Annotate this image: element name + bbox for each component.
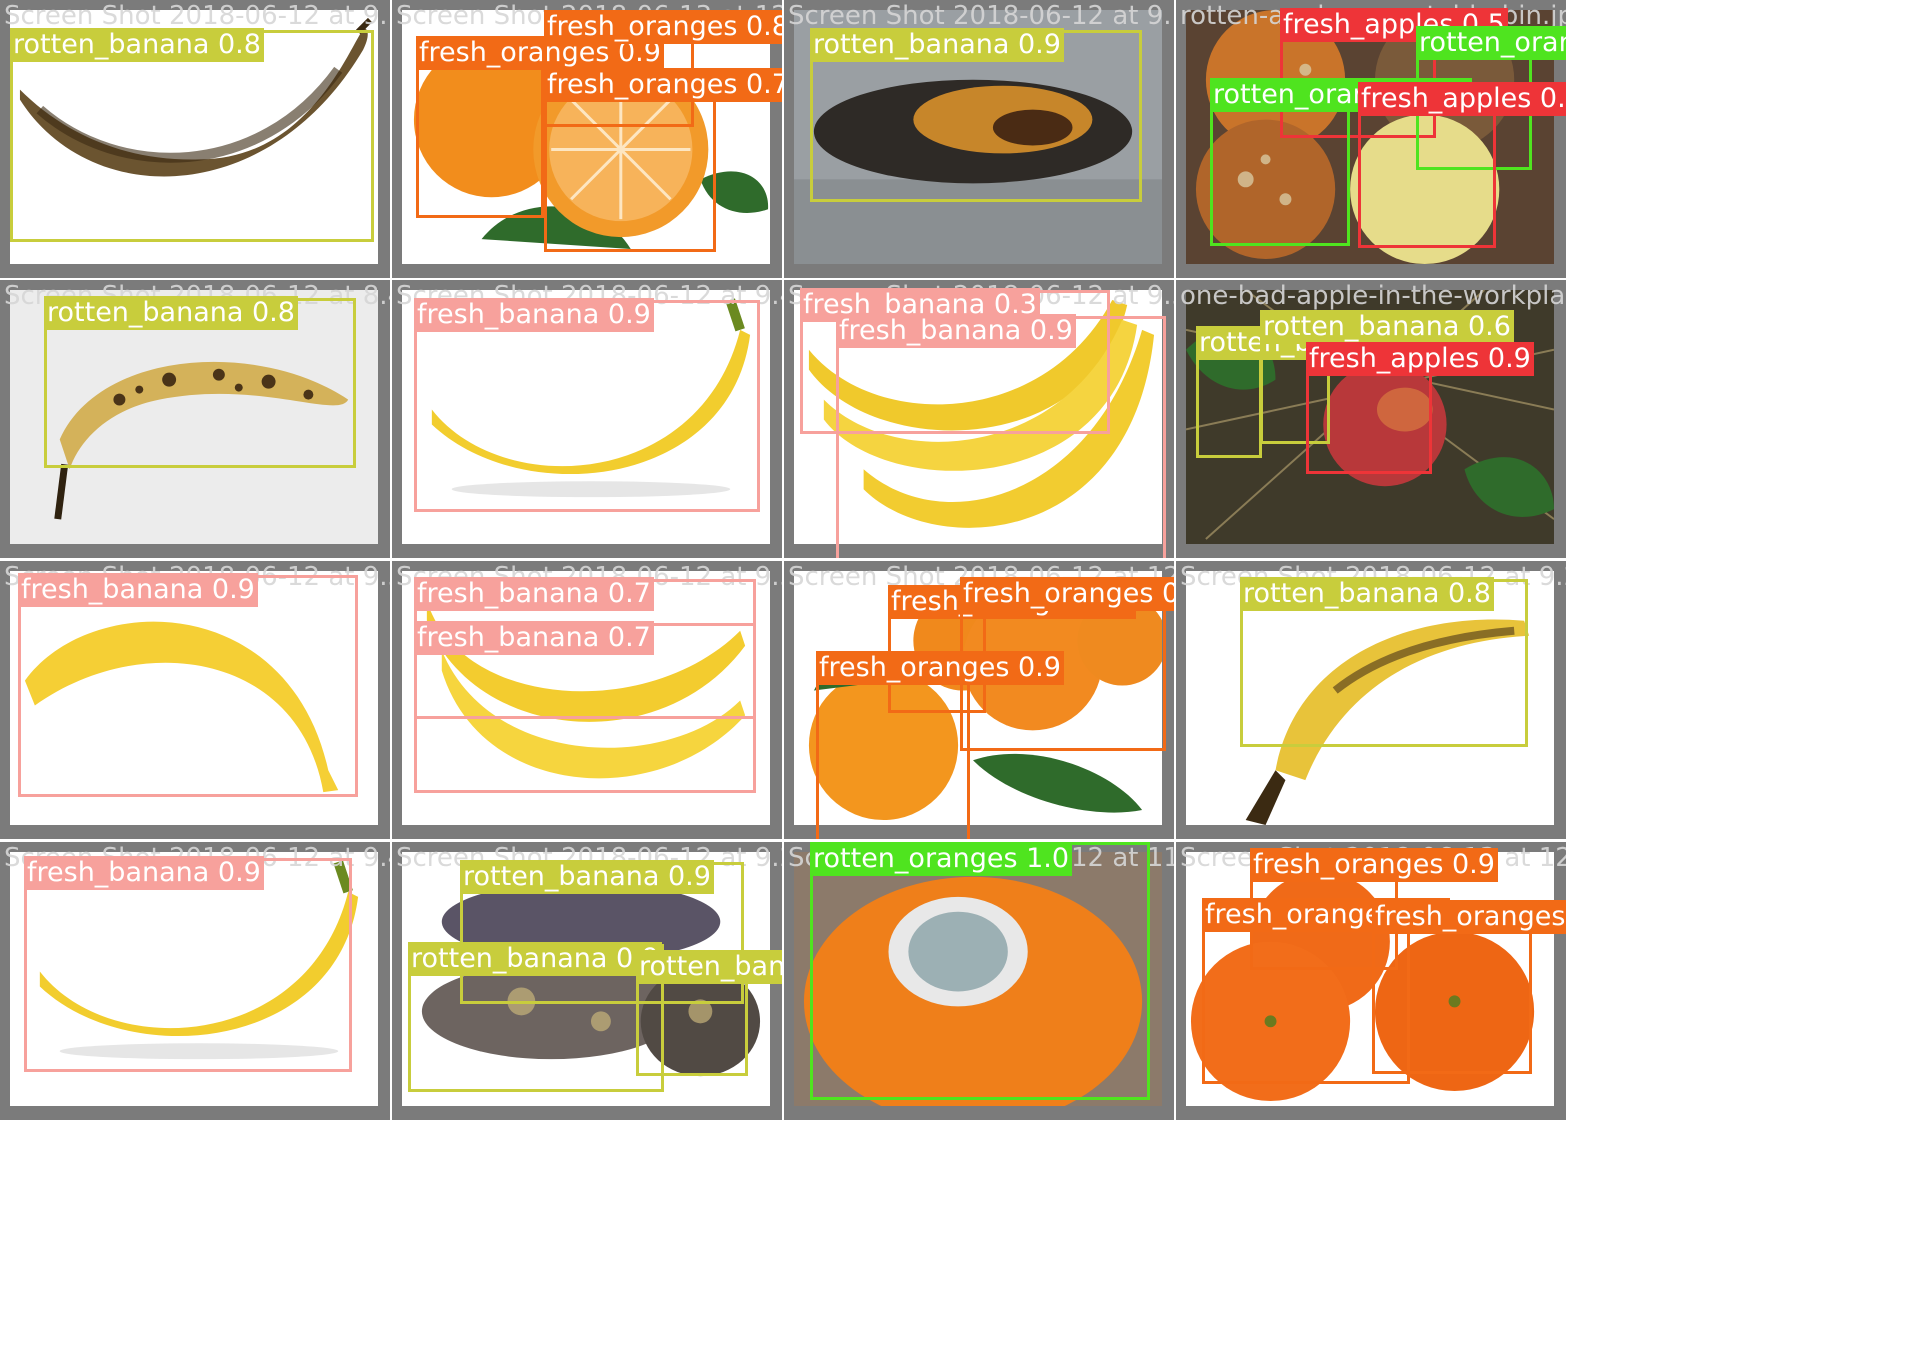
detection-label: fresh_banana 0.9 — [836, 314, 1076, 348]
detection-label: fresh_banana 0.9 — [24, 856, 264, 890]
detection-label: fresh_apples 0.9 — [1358, 82, 1566, 116]
photo — [1186, 852, 1554, 1106]
detection-label: rotten_banana 0.8 — [44, 296, 298, 330]
detection-label: rotten_banana 0.9 — [810, 28, 1064, 62]
detection-label: rotten_banana 0.8 — [10, 28, 264, 62]
photo — [402, 290, 770, 544]
detection-label: fresh_banana 0.9 — [18, 573, 258, 607]
result-tile: rotten-apples-vegetable-bin.jpgfresh_app… — [1176, 0, 1566, 278]
detection-label: fresh_banana 0.9 — [414, 298, 654, 332]
photo — [402, 571, 770, 825]
detection-label: fresh_oranges 1.0 — [1372, 900, 1566, 934]
image-filename: one-bad-apple-in-the-workplace.jpg — [1180, 281, 1566, 311]
detection-label: fresh_oranges 0.7 — [544, 68, 782, 102]
detection-label: fresh_oranges 0.9 — [1250, 848, 1498, 882]
photo-image — [794, 852, 1162, 1106]
detection-label: rotten_banana 0.9 — [408, 942, 662, 976]
photo — [402, 852, 770, 1106]
result-tile: Screen Shot 2018-06-13 at 12.06.43 AM.pn… — [1176, 842, 1566, 1120]
photo-image — [10, 290, 378, 544]
bounding-box — [836, 316, 1166, 558]
detection-label: rotten_oranges 1.0 — [810, 842, 1073, 876]
result-tile: Screen Shot 2018-06-12 at 9.28.04 PM.png… — [392, 842, 782, 1120]
photo-image — [1186, 571, 1554, 825]
photo — [402, 10, 770, 264]
photo-image — [402, 852, 770, 1106]
result-tile: Screen Shot 2018-06-12 at 9.57.33 PM.png… — [0, 561, 390, 839]
result-tile: Screen Shot 2018-06-12 at 9.11.06 PM.png… — [0, 0, 390, 278]
detection-label: fresh_apples 0.9 — [1306, 342, 1534, 376]
photo-image — [10, 571, 378, 825]
detection-label: fresh_banana 0.7 — [414, 621, 654, 655]
photo-image — [1186, 852, 1554, 1106]
result-tile: Screen Shot 2018-06-12 at 9.54.35 PM.png… — [392, 561, 782, 839]
photo-image — [402, 571, 770, 825]
result-tile: Screen Shot 2018-06-12 at 8.49.43 PM.png… — [0, 280, 390, 558]
photo — [10, 571, 378, 825]
photo-image — [402, 290, 770, 544]
result-tile: Screen Shot 2018-06-12 at 9.47.55 PM.png… — [392, 280, 782, 558]
result-tile: one-bad-apple-in-the-workplace.jpgrotten… — [1176, 280, 1566, 558]
detection-label: fresh_oranges 0.8 — [544, 10, 782, 44]
photo-image — [402, 10, 770, 264]
result-tile: Screen Shot 2018-06-13 at 12.07.37 AM.pn… — [392, 0, 782, 278]
detection-label: fresh_apples 0.5 — [1280, 8, 1508, 42]
detection-label: fresh_oranges 0.9 — [416, 36, 664, 70]
detection-label: fresh_oranges 0.4 — [960, 577, 1174, 611]
bounding-box — [24, 858, 352, 1072]
result-tile: Screen Shot 2018-06-12 at 9.25.27 PM.png… — [1176, 561, 1566, 839]
bounding-box — [18, 575, 358, 797]
image-filename: Screen Shot 2018-06-12 at 9.13.16 PM.png — [788, 1, 1174, 31]
detection-label: rotten_banana 0.8 — [1240, 577, 1494, 611]
photo — [1186, 571, 1554, 825]
detection-label: fresh_banana 0.7 — [414, 577, 654, 611]
result-tile: Screen Shot 2018-06-12 at 9.47.55 PM.png… — [0, 842, 390, 1120]
detection-label: rotten_banana 0.7 — [636, 950, 782, 984]
photo-image — [10, 852, 378, 1106]
result-tile: Screen Shot 2018-06-12 at 9.13.16 PM.png… — [784, 0, 1174, 278]
detection-label: fresh_oranges 0.9 — [816, 651, 1064, 685]
bounding-box — [810, 842, 1150, 1100]
result-tile: Screen Shot 2018-06-12 at 12.47.33 AM.pn… — [784, 561, 1174, 839]
detection-label: rotten_banana 0.9 — [460, 860, 714, 894]
image-filename: Screen Shot 2018-06-12 at 9.11.06 PM.png — [4, 1, 390, 31]
detection-label: rotten_banana 0.6 — [1260, 310, 1514, 344]
result-tile: Screen Shot 2018-06-12 at 9.57.25 PM.png… — [784, 280, 1174, 558]
photo — [794, 852, 1162, 1106]
photo — [10, 290, 378, 544]
photo — [10, 852, 378, 1106]
result-tile: Screen Shot 2018-06-12 at 11.25.35 PM.pn… — [784, 842, 1174, 1120]
detection-label: rotten_oranges 0.6 — [1416, 26, 1566, 60]
